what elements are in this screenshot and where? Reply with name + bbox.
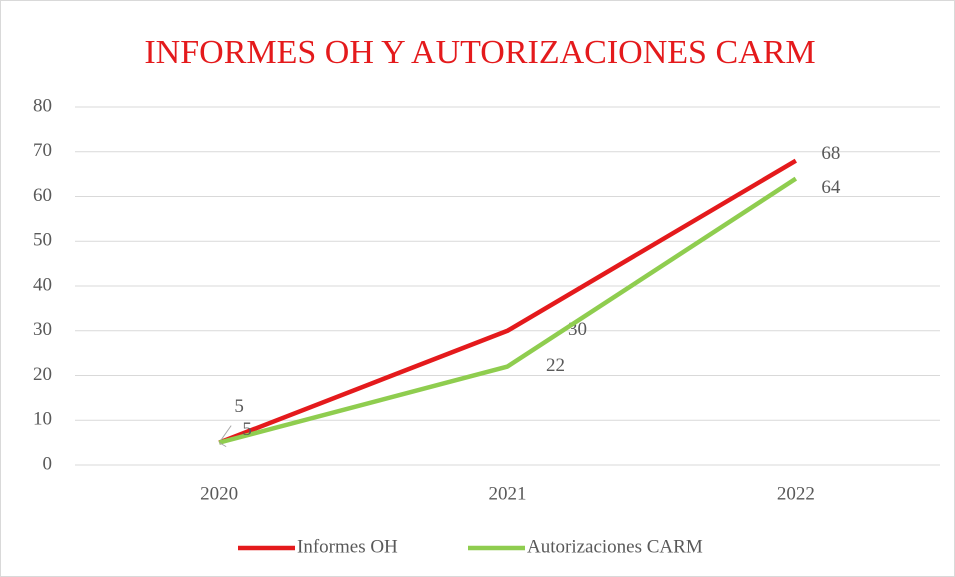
y-tick-label: 0	[43, 453, 53, 474]
data-label: 5	[242, 419, 252, 440]
data-label: 22	[546, 355, 565, 376]
data-label: 5	[234, 396, 244, 417]
series-line	[218, 158, 797, 445]
x-tick-label: 2022	[777, 483, 815, 504]
y-tick-label: 40	[33, 274, 52, 295]
x-tick-label: 2021	[489, 483, 527, 504]
legend-label: Informes OH	[297, 536, 398, 557]
y-tick-label: 30	[33, 319, 52, 340]
y-tick-label: 60	[33, 185, 52, 206]
y-tick-label: 20	[33, 364, 52, 385]
data-label: 68	[821, 143, 840, 164]
chart-title: INFORMES OH Y AUTORIZACIONES CARM	[144, 34, 815, 71]
data-label: 64	[821, 177, 841, 198]
y-tick-label: 50	[33, 230, 52, 251]
y-tick-label: 10	[33, 409, 52, 430]
y-tick-label: 70	[33, 140, 52, 161]
legend-label: Autorizaciones CARM	[527, 536, 703, 557]
series-line	[218, 176, 798, 445]
y-tick-label: 80	[33, 95, 52, 116]
leader-line	[218, 442, 227, 448]
x-tick-label: 2020	[200, 483, 238, 504]
